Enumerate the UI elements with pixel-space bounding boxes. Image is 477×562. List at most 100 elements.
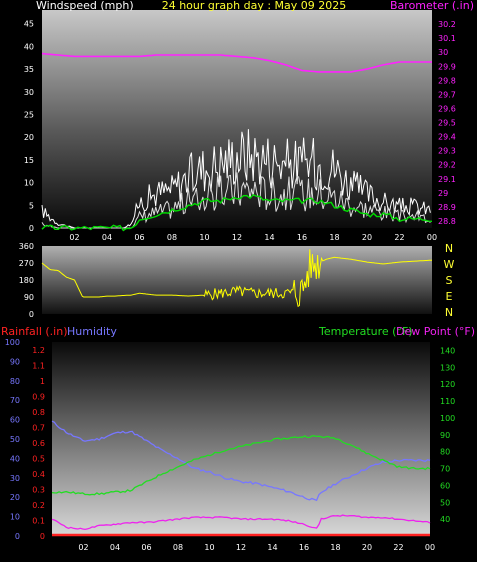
wind-y-tick-label: 5: [29, 201, 34, 210]
barometer-y-tick-label: 30: [438, 48, 448, 57]
rain-y-ticks: 0 0.1 0.2 0.3 0.4 0.5 0.6 0.7 0.8 0.9 1 1.1 1.2: [32, 346, 45, 541]
direction-series: [41, 249, 432, 308]
wind-direction-line: [41, 249, 432, 308]
temperature-y-tick-label: 50: [440, 498, 450, 507]
barometer-y-tick-label: 29.7: [438, 90, 456, 99]
temp-x-tick-label: 10: [204, 543, 214, 552]
direction-y-tick-label: 0: [29, 310, 34, 319]
direction-y-tick-label: 270: [19, 259, 34, 268]
wind-y-tick-label: 45: [24, 20, 34, 29]
humidity-y-ticks: 0 10 20 30 40 50 60 70 80 90 100: [5, 338, 20, 541]
temp-x-tick-label: 20: [362, 543, 372, 552]
compass-label: W: [444, 258, 455, 271]
wind-plot-area: [42, 10, 432, 228]
humidity-y-tick-label: 100: [5, 338, 20, 347]
barometer-y-tick-label: 29: [438, 189, 448, 198]
humidity-y-tick-label: 20: [10, 493, 20, 502]
direction-y-tick-label: 180: [19, 276, 34, 285]
barometer-y-tick-label: 28.9: [438, 203, 456, 212]
wind-x-tick-label: 10: [199, 233, 209, 242]
rain-y-tick-label: 0.3: [32, 485, 45, 494]
rain-y-tick-label: 1: [40, 377, 45, 386]
wind-y-tick-label: 0: [29, 224, 34, 233]
barometer-y-tick-label: 30.2: [438, 20, 456, 29]
temperature-y-tick-label: 90: [440, 431, 450, 440]
wind-x-tick-label: 08: [167, 233, 177, 242]
barometer-y-tick-label: 29.2: [438, 161, 456, 170]
barometer-y-tick-label: 30.1: [438, 34, 456, 43]
rainfall-axis-label: Rainfall (.in): [1, 325, 68, 338]
barometer-y-tick-label: 29.4: [438, 133, 456, 142]
barometer-y-tick-label: 29.1: [438, 175, 456, 184]
compass-label: S: [446, 274, 453, 287]
wind-x-tick-label: 16: [297, 233, 307, 242]
temp-x-tick-label: 02: [78, 543, 88, 552]
temperature-y-tick-label: 70: [440, 465, 450, 474]
humidity-axis-label: Humidity: [67, 325, 117, 338]
temperature-y-tick-label: 100: [440, 414, 455, 423]
temp-x-tick-label: 06: [141, 543, 151, 552]
windspeed-axis-label: Windspeed (mph): [36, 0, 134, 12]
barometer-y-tick-label: 29.9: [438, 62, 456, 71]
rain-y-tick-label: 0.5: [32, 454, 45, 463]
wind-x-ticks: 02 04 06 08 10 12 14 16 18 20 22 00: [69, 233, 437, 242]
wind-x-tick-label: 22: [394, 233, 404, 242]
temp-x-tick-label: 00: [425, 543, 435, 552]
temp-x-tick-label: 14: [267, 543, 277, 552]
humidity-y-tick-label: 40: [10, 454, 20, 463]
barometer-y-ticks: 28.8 28.9 29 29.1 29.2 29.3 29.4 29.5 29.6 29.7 29…: [438, 20, 456, 226]
rain-y-tick-label: 0.1: [32, 516, 45, 525]
rain-y-tick-label: 0.8: [32, 408, 45, 417]
wind-y-tick-label: 20: [24, 133, 34, 142]
direction-plot-area: [42, 246, 432, 314]
humidity-y-tick-label: 0: [15, 532, 20, 541]
temperature-y-tick-label: 110: [440, 397, 455, 406]
compass-label: N: [445, 242, 453, 255]
wind-x-tick-label: 12: [232, 233, 242, 242]
rain-y-tick-label: 0.6: [32, 439, 45, 448]
dewpoint-axis-label: Dew Point (°F): [396, 325, 475, 338]
humidity-y-tick-label: 50: [10, 435, 20, 444]
rain-y-tick-label: 0: [40, 532, 45, 541]
graph-title: 24 hour graph day : May 09 2025: [162, 0, 347, 12]
temperature-y-tick-label: 120: [440, 380, 455, 389]
temperature-y-tick-label: 80: [440, 448, 450, 457]
humidity-y-tick-label: 70: [10, 396, 20, 405]
rain-y-tick-label: 0.9: [32, 392, 45, 401]
direction-y-ticks: 0 90 180 270 360: [19, 242, 34, 319]
rain-y-tick-label: 0.7: [32, 423, 45, 432]
barometer-y-tick-label: 29.3: [438, 147, 456, 156]
wind-y-tick-label: 10: [24, 179, 34, 188]
barometer-y-tick-label: 29.8: [438, 76, 456, 85]
humidity-y-tick-label: 30: [10, 474, 20, 483]
temp-x-ticks: 02 04 06 08 10 12 14 16 18 20 22 00: [78, 543, 435, 552]
wind-y-tick-label: 25: [24, 110, 34, 119]
wind-average-line: [41, 194, 433, 232]
temp-x-tick-label: 22: [393, 543, 403, 552]
humidity-y-tick-label: 80: [10, 377, 20, 386]
dewpoint-line: [51, 514, 431, 531]
wind-y-tick-label: 30: [24, 88, 34, 97]
wind-y-tick-label: 35: [24, 65, 34, 74]
barometer-y-tick-label: 28.8: [438, 217, 456, 226]
wind-x-tick-label: 04: [102, 233, 112, 242]
temp-x-tick-label: 18: [330, 543, 340, 552]
rain-y-tick-label: 1.1: [32, 361, 45, 370]
temp-plot-area: [52, 342, 430, 536]
temp-x-tick-label: 16: [299, 543, 309, 552]
wind-y-tick-label: 15: [24, 156, 34, 165]
wind-x-tick-label: 00: [427, 233, 437, 242]
temp-x-tick-label: 04: [110, 543, 120, 552]
wind-x-tick-label: 20: [362, 233, 372, 242]
temperature-y-tick-label: 40: [440, 515, 450, 524]
direction-y-tick-label: 90: [24, 293, 34, 302]
temperature-y-tick-label: 60: [440, 481, 450, 490]
wind-y-tick-label: 40: [24, 42, 34, 51]
wind-x-tick-label: 02: [69, 233, 79, 242]
wind-x-tick-label: 06: [134, 233, 144, 242]
temperature-y-tick-label: 130: [440, 363, 455, 372]
temp-x-tick-label: 08: [173, 543, 183, 552]
